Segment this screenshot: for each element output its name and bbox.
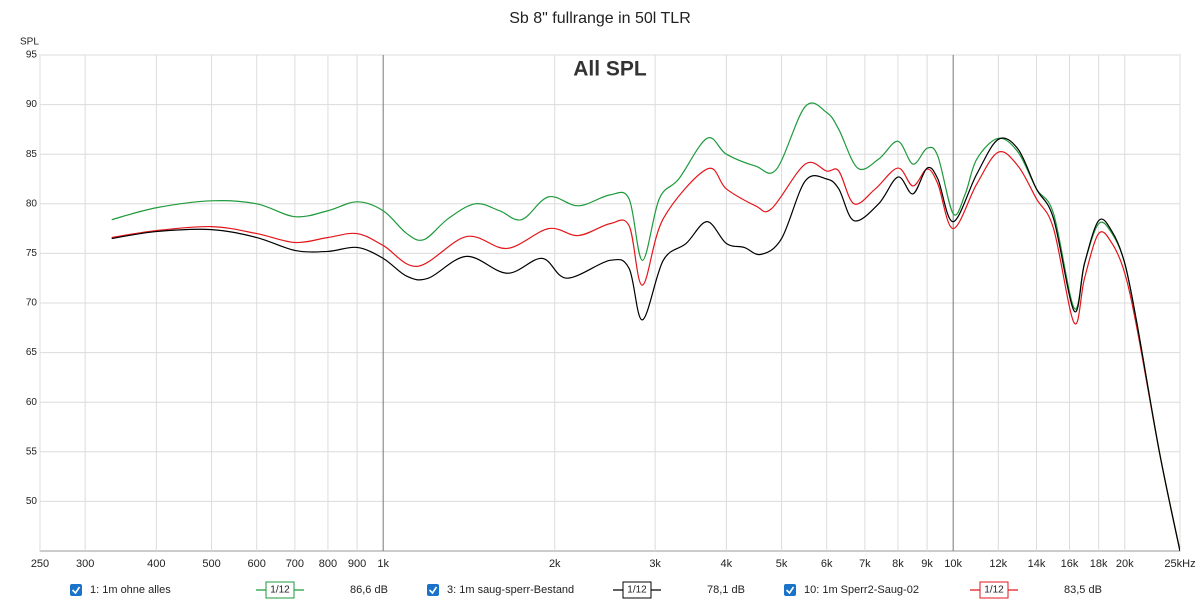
series-line	[111, 102, 1180, 551]
y-tick-label: 80	[26, 198, 38, 209]
x-tick-label: 6k	[821, 558, 833, 570]
legend-label: 10: 1m Sperr2-Saug-02	[804, 584, 919, 596]
x-tick-label: 9k	[921, 558, 933, 570]
checkbox[interactable]	[427, 584, 439, 596]
x-tick-label: 10k	[944, 558, 962, 570]
x-tick-label: 900	[348, 558, 366, 570]
y-tick-label: 65	[26, 347, 38, 358]
x-tick-label: 25kHz	[1164, 558, 1195, 570]
legend-readout: 83,5 dB	[1064, 584, 1102, 596]
chart-title: Sb 8" fullrange in 50l TLR	[509, 10, 691, 27]
x-tick-label: 600	[248, 558, 266, 570]
x-tick-label: 1k	[377, 558, 389, 570]
checkbox[interactable]	[784, 584, 796, 596]
annotation: All SPL	[573, 58, 647, 81]
y-tick-label: 70	[26, 298, 38, 309]
x-tick-label: 16k	[1061, 558, 1079, 570]
x-tick-label: 12k	[989, 558, 1007, 570]
x-tick-label: 18k	[1090, 558, 1108, 570]
y-axis-label: SPL	[20, 37, 39, 48]
series-line	[111, 137, 1180, 551]
smoothing-label: 1/12	[984, 585, 1004, 596]
smoothing-box[interactable]	[979, 581, 1009, 599]
x-tick-label: 3k	[649, 558, 661, 570]
smoothing-label: 1/12	[270, 585, 290, 596]
x-tick-label: 500	[202, 558, 220, 570]
y-tick-label: 50	[26, 496, 38, 507]
x-tick-label: 800	[319, 558, 337, 570]
legend-readout: 78,1 dB	[707, 584, 745, 596]
x-tick-label: 20k	[1116, 558, 1134, 570]
y-tick-label: 85	[26, 149, 38, 160]
legend-readout: 86,6 dB	[350, 584, 388, 596]
x-tick-label: 14k	[1028, 558, 1046, 570]
checkmark	[71, 586, 81, 595]
x-tick-label: 2k	[549, 558, 561, 570]
checkmark	[428, 586, 438, 595]
y-tick-label: 75	[26, 248, 38, 259]
x-tick-label: 400	[147, 558, 165, 570]
x-tick-label: 5k	[776, 558, 788, 570]
legend-label: 3: 1m saug-sperr-Bestand	[447, 584, 574, 596]
series-line	[111, 151, 1180, 551]
legend-label: 1: 1m ohne alles	[90, 584, 171, 596]
y-tick-label: 55	[26, 446, 38, 457]
x-tick-label: 4k	[721, 558, 733, 570]
checkbox[interactable]	[70, 584, 82, 596]
smoothing-label: 1/12	[627, 585, 647, 596]
x-tick-label: 300	[76, 558, 94, 570]
smoothing-box[interactable]	[265, 581, 295, 599]
y-tick-label: 60	[26, 397, 38, 408]
y-tick-label: 95	[26, 50, 38, 61]
x-tick-label: 7k	[859, 558, 871, 570]
checkmark	[785, 586, 795, 595]
x-tick-label: 8k	[892, 558, 904, 570]
x-tick-label: 700	[286, 558, 304, 570]
y-tick-label: 90	[26, 99, 38, 110]
smoothing-box[interactable]	[622, 581, 652, 599]
x-tick-label: 250	[31, 558, 49, 570]
